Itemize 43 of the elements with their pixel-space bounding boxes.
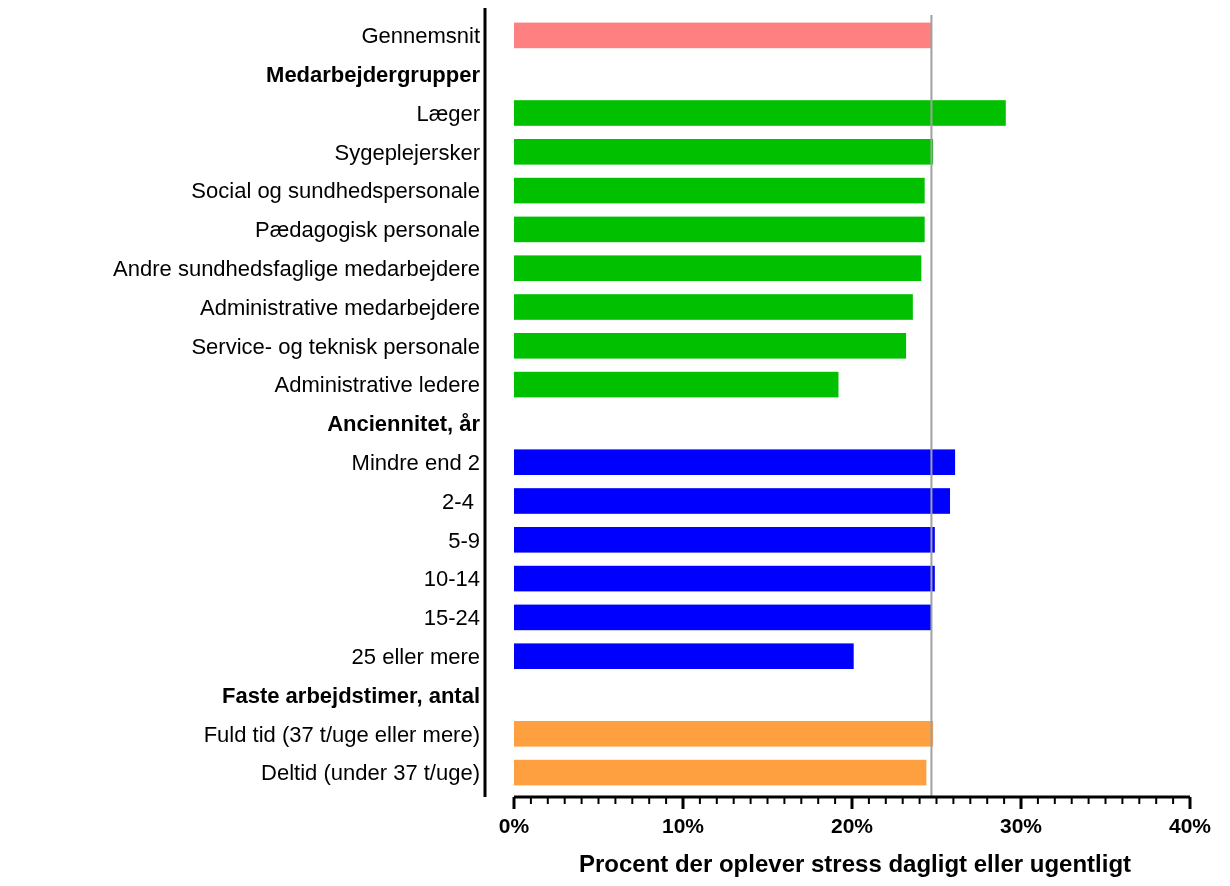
y-tick-label: Service- og teknisk personale [191,333,480,359]
bar [514,100,1006,126]
y-tick-label: Andre sundhedsfaglige medarbejdere [113,255,480,281]
x-tick-label: 10% [661,814,705,837]
y-tick-label: 15-24 [423,605,480,631]
bar [514,527,935,553]
y-tick-label: 10-14 [423,566,480,592]
y-tick-label: Administrative ledere [274,372,480,398]
x-tick-label: 20% [830,814,874,837]
bar [514,721,934,747]
y-tick-label: Læger [416,100,480,126]
y-tick-label: Pædagogisk personale [254,217,480,243]
y-tick-label: Deltid (under 37 t/uge) [261,760,480,786]
bar [514,216,925,243]
bar [514,294,913,320]
y-tick-label: Medarbejdergrupper [266,61,481,87]
y-tick-label: Administrative medarbejdere [199,294,480,320]
bar [514,449,956,475]
y-tick-label: Sygeplejersker [334,139,480,165]
bar [514,177,925,204]
bar [514,371,839,398]
x-axis-title: Procent der oplever stress dagligt eller ugentligt [578,850,1132,877]
y-tick-label: 2-4 [442,488,480,514]
y-tick-label: Mindre end 2 [351,449,480,475]
y-tick-label: 25 eller mere [351,643,480,669]
bar [514,565,935,592]
bar [514,759,927,786]
y-tick-label: 5-9 [448,527,480,553]
bar [514,139,934,165]
x-tick-label: 0% [498,814,530,837]
x-tick-label: 30% [999,814,1043,837]
y-tick-label: Fuld tid (37 t/uge eller mere) [203,721,480,747]
y-tick-label: Anciennitet, år [327,411,481,437]
x-tick-label: 40% [1168,814,1212,837]
bar [514,604,932,631]
bar [514,333,907,359]
bar [514,22,932,49]
y-tick-label: Social og sundhedspersonale [191,178,480,204]
bar [514,488,951,514]
y-tick-label: Faste arbejdstimer, antal [222,682,480,708]
bar [514,643,854,669]
y-tick-label: Gennemsnit [361,23,480,49]
bar [514,255,922,281]
